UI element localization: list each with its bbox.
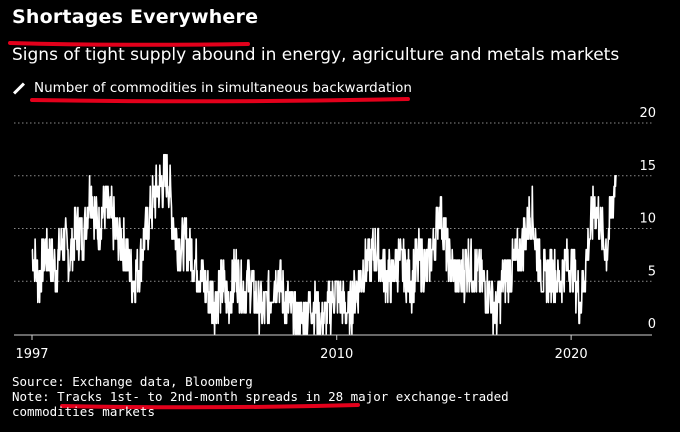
source-note: Source: Exchange data, Bloomberg (12, 374, 253, 389)
chart-y-tick-labels: 0 5 10 15 20 (639, 106, 656, 332)
chart-series (31, 153, 618, 335)
chart-legend: Number of commodities in simultaneous ba… (12, 80, 412, 96)
series-line-backwardation (31, 153, 618, 335)
chart-x-tick-labels: 1997 2010 2020 (15, 347, 587, 362)
y-tick-label-15: 15 (639, 159, 656, 174)
note-underline-mark (60, 403, 360, 410)
legend-underline-mark (30, 97, 410, 104)
title-underline-mark (8, 41, 250, 47)
y-tick-label-10: 10 (639, 212, 656, 227)
x-tick-label-1997: 1997 (15, 347, 48, 362)
y-tick-label-0: 0 (648, 317, 656, 332)
y-tick-label-20: 20 (639, 106, 656, 121)
chart-annotations (8, 41, 410, 410)
y-tick-label-5: 5 (648, 264, 656, 279)
x-tick-label-2020: 2020 (555, 347, 588, 362)
x-tick-label-2010: 2010 (320, 347, 353, 362)
chart-x-axis (14, 334, 652, 340)
methodology-note: Note: Tracks 1st- to 2nd-month spreads i… (12, 389, 509, 419)
chart-title: Shortages Everywhere (12, 6, 258, 28)
chart-subtitle-text: Signs of tight supply abound in energy, … (12, 45, 620, 65)
chart-subtitle: Signs of tight supply abound in energy, … (12, 45, 619, 65)
chart-footer: Source: Exchange data, Bloomberg Note: T… (12, 374, 509, 419)
chart-title-text: Shortages Everywhere (12, 6, 259, 28)
legend-series-label: Number of commodities in simultaneous ba… (34, 80, 412, 96)
